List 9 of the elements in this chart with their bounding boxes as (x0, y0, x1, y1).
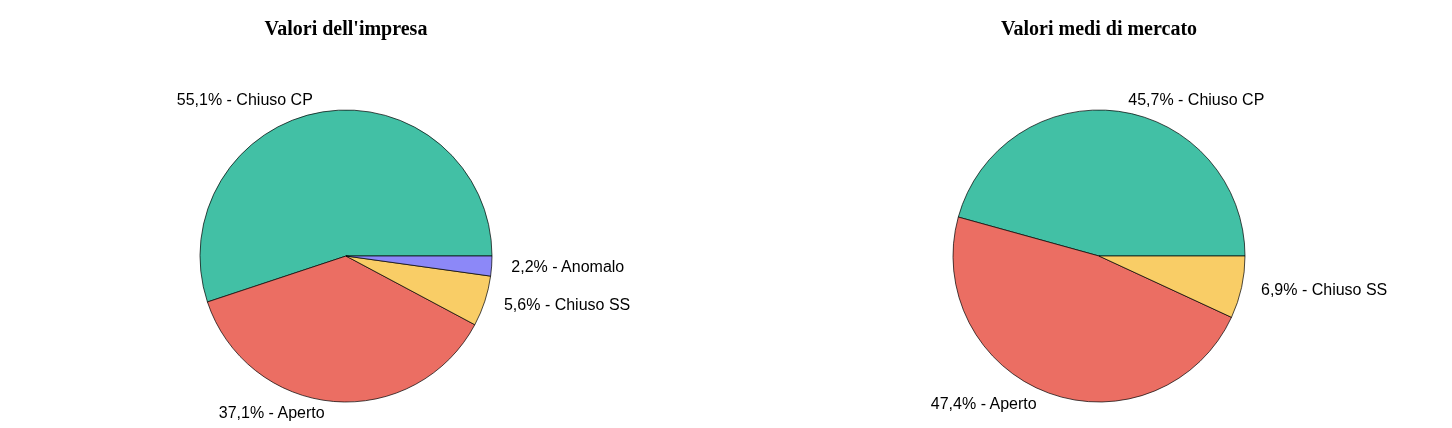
chart-title: Valori medi di mercato (1000, 17, 1198, 39)
slice-label: 5,6% - Chiuso SS (503, 295, 631, 313)
slice-label: 55,1% - Chiuso CP (176, 91, 313, 109)
slice-label: 37,1% - Aperto (218, 404, 325, 422)
chart-title: Valori dell'impresa (264, 17, 428, 40)
slice-label: 2,2% - Anomalo (511, 257, 625, 275)
slice-label: 6,9% - Chiuso SS (1260, 280, 1388, 298)
slice-label: 47,4% - Aperto (930, 395, 1037, 413)
slice-label: 45,7% - Chiuso CP (1128, 90, 1265, 108)
